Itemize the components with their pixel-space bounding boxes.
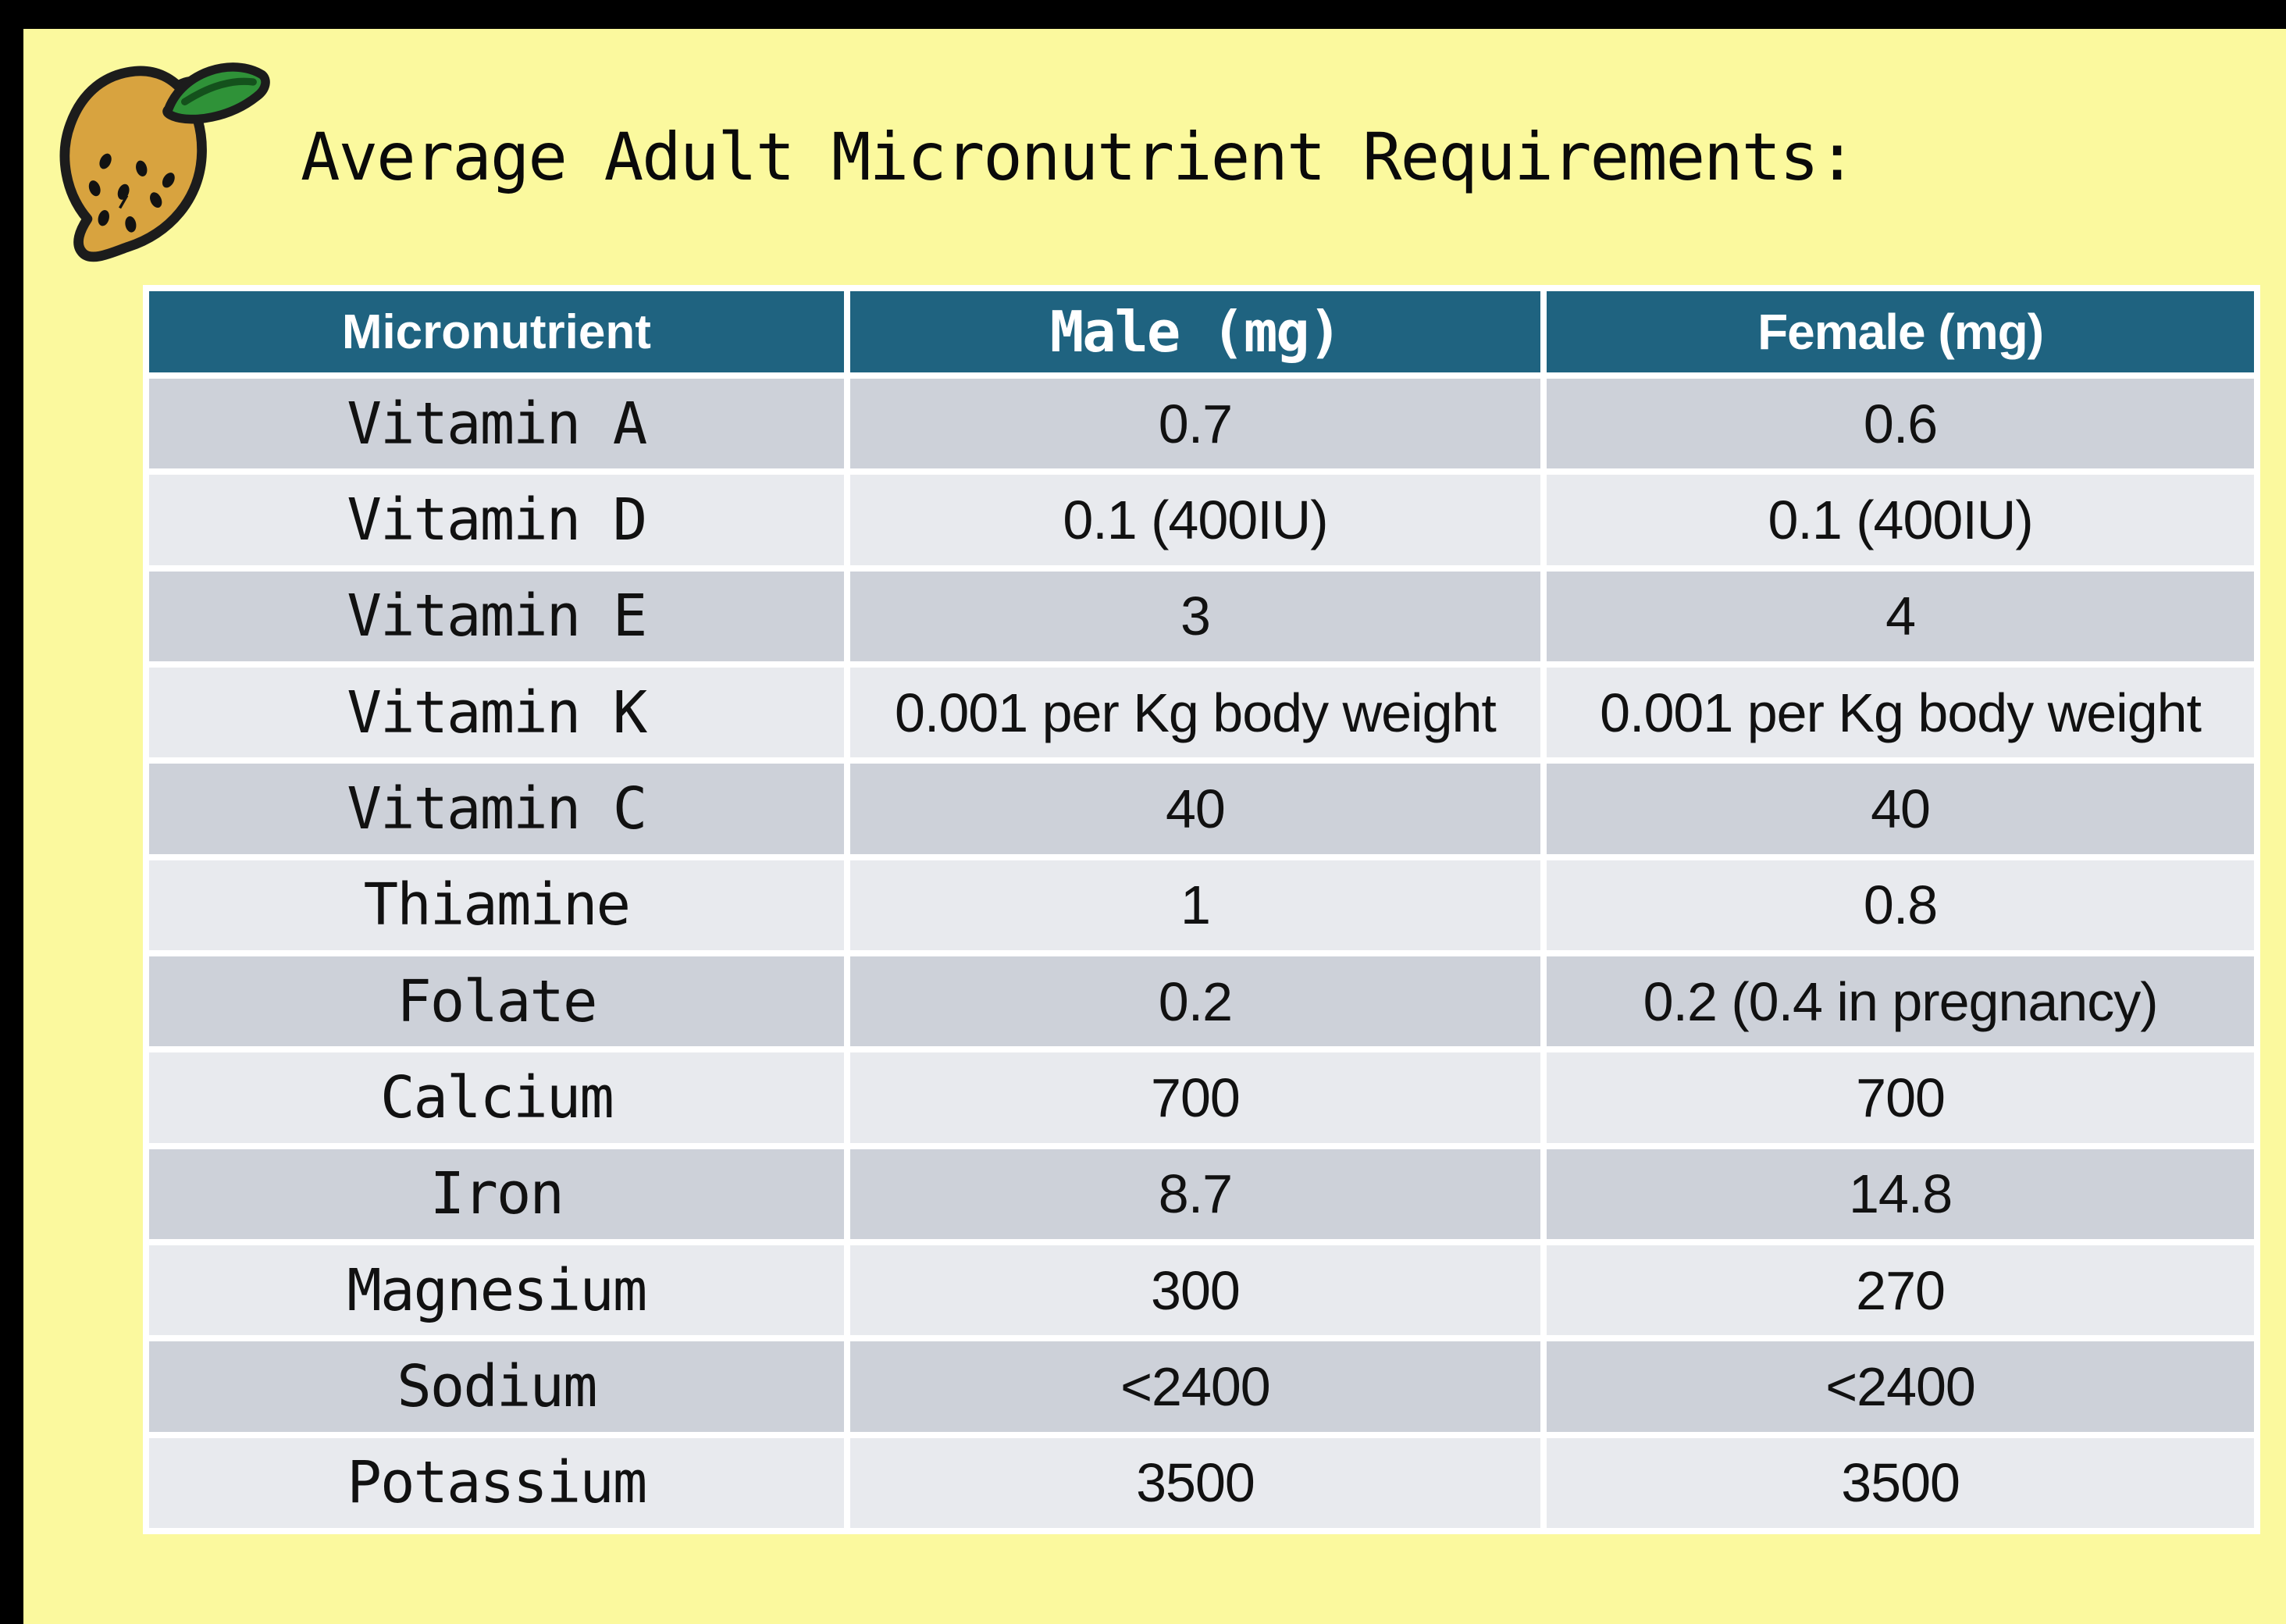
table-row: Thiamine 1 0.8 bbox=[149, 860, 2254, 950]
micronutrient-name-cell: Vitamin A bbox=[149, 379, 844, 469]
column-header-micronutrient: Micronutrient bbox=[149, 291, 844, 372]
male-value-cell: 3 bbox=[849, 571, 1541, 661]
table-header: Micronutrient Male (mg) Female (mg) bbox=[149, 291, 2254, 372]
male-value-cell: 0.1 (400IU) bbox=[849, 475, 1541, 565]
micronutrient-name-cell: Thiamine bbox=[149, 860, 844, 950]
table-row: Vitamin K 0.001 per Kg body weight 0.001… bbox=[149, 667, 2254, 758]
male-value-cell: 0.001 per Kg body weight bbox=[849, 667, 1541, 758]
female-value-cell: 700 bbox=[1547, 1052, 2254, 1143]
table-row: Vitamin C 40 40 bbox=[149, 764, 2254, 854]
table-row: Sodium <2400 <2400 bbox=[149, 1341, 2254, 1432]
table-row: Vitamin E 3 4 bbox=[149, 571, 2254, 661]
table-row: Folate 0.2 0.2 (0.4 in pregnancy) bbox=[149, 956, 2254, 1047]
column-header-male-mg: Male (mg) bbox=[849, 291, 1541, 372]
female-value-cell: 3500 bbox=[1547, 1437, 2254, 1528]
table-body: Vitamin A 0.7 0.6 Vitamin D 0.1 (400IU) … bbox=[149, 379, 2254, 1528]
female-value-cell: 4 bbox=[1547, 571, 2254, 661]
micronutrient-name-cell: Calcium bbox=[149, 1052, 844, 1143]
micronutrient-name-cell: Vitamin E bbox=[149, 571, 844, 661]
male-value-cell: 3500 bbox=[849, 1437, 1541, 1528]
female-value-cell: 14.8 bbox=[1547, 1149, 2254, 1239]
female-value-cell: 0.6 bbox=[1547, 379, 2254, 469]
female-value-cell: 0.8 bbox=[1547, 860, 2254, 950]
male-value-cell: 300 bbox=[849, 1245, 1541, 1336]
micronutrient-name-cell: Vitamin C bbox=[149, 764, 844, 854]
header-row: Micronutrient Male (mg) Female (mg) bbox=[149, 291, 2254, 372]
male-value-cell: 0.2 bbox=[849, 956, 1541, 1047]
male-value-cell: 700 bbox=[849, 1052, 1541, 1143]
micronutrient-name-cell: Potassium bbox=[149, 1437, 844, 1528]
lemon-illustration bbox=[59, 62, 270, 262]
male-value-cell: 8.7 bbox=[849, 1149, 1541, 1239]
micronutrient-name-cell: Magnesium bbox=[149, 1245, 844, 1336]
micronutrient-table-wrap: Micronutrient Male (mg) Female (mg) Vita… bbox=[143, 285, 2260, 1534]
female-value-cell: 270 bbox=[1547, 1245, 2254, 1336]
female-value-cell: <2400 bbox=[1547, 1341, 2254, 1432]
male-value-cell: 40 bbox=[849, 764, 1541, 854]
table-row: Vitamin D 0.1 (400IU) 0.1 (400IU) bbox=[149, 475, 2254, 565]
column-header-female-mg: Female (mg) bbox=[1547, 291, 2254, 372]
micronutrient-name-cell: Folate bbox=[149, 956, 844, 1047]
female-value-cell: 0.001 per Kg body weight bbox=[1547, 667, 2254, 758]
table-row: Iron 8.7 14.8 bbox=[149, 1149, 2254, 1239]
page-title: Average Adult Micronutrient Requirements… bbox=[301, 119, 1857, 195]
male-value-cell: 1 bbox=[849, 860, 1541, 950]
micronutrient-name-cell: Iron bbox=[149, 1149, 844, 1239]
micronutrient-table: Micronutrient Male (mg) Female (mg) Vita… bbox=[143, 285, 2260, 1534]
slide-canvas: Average Adult Micronutrient Requirements… bbox=[23, 29, 2286, 1624]
table-row: Potassium 3500 3500 bbox=[149, 1437, 2254, 1528]
male-value-cell: 0.7 bbox=[849, 379, 1541, 469]
female-value-cell: 0.1 (400IU) bbox=[1547, 475, 2254, 565]
lemon-icon bbox=[41, 51, 275, 277]
micronutrient-name-cell: Vitamin D bbox=[149, 475, 844, 565]
table-row: Vitamin A 0.7 0.6 bbox=[149, 379, 2254, 469]
female-value-cell: 40 bbox=[1547, 764, 2254, 854]
male-value-cell: <2400 bbox=[849, 1341, 1541, 1432]
table-row: Magnesium 300 270 bbox=[149, 1245, 2254, 1336]
female-value-cell: 0.2 (0.4 in pregnancy) bbox=[1547, 956, 2254, 1047]
table-row: Calcium 700 700 bbox=[149, 1052, 2254, 1143]
micronutrient-name-cell: Sodium bbox=[149, 1341, 844, 1432]
micronutrient-name-cell: Vitamin K bbox=[149, 667, 844, 758]
